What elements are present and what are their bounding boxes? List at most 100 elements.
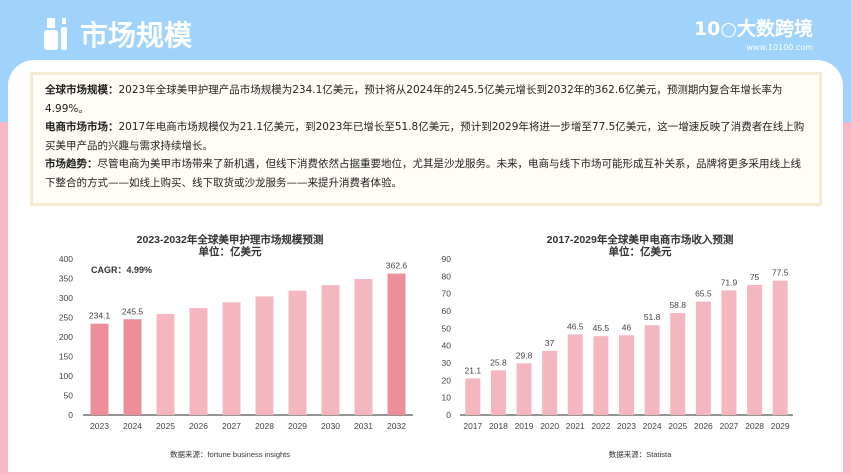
y-tick-label: 0 xyxy=(446,410,451,420)
y-tick-label: 50 xyxy=(442,323,452,333)
x-tick-label: 2017 xyxy=(463,421,482,431)
y-tick-label: 0 xyxy=(68,410,73,420)
y-tick-label: 150 xyxy=(59,352,73,362)
y-tick-label: 400 xyxy=(59,254,73,264)
data-label: 71.9 xyxy=(721,277,738,287)
x-tick-label: 2028 xyxy=(255,421,274,431)
bar-2025 xyxy=(156,313,175,415)
cagr-annotation: CAGR：4.99% xyxy=(91,265,152,275)
x-tick-label: 2024 xyxy=(643,421,662,431)
data-label: 245.5 xyxy=(122,306,144,316)
logo-brand: 大数跨境 xyxy=(736,18,813,40)
data-label: 51.8 xyxy=(644,312,661,322)
data-label: 58.8 xyxy=(669,300,686,310)
x-tick-label: 2032 xyxy=(387,421,406,431)
y-tick-label: 60 xyxy=(442,306,452,316)
page-title: 市场规模 xyxy=(44,14,192,54)
bar-2028 xyxy=(747,285,763,415)
y-tick-label: 30 xyxy=(442,358,452,368)
data-label: 46.5 xyxy=(567,321,584,331)
brand-logo: 10○大数跨境 www.10100.com xyxy=(693,18,813,52)
bar-2031 xyxy=(354,279,373,415)
logo-url: www.10100.com xyxy=(746,43,813,52)
x-tick-label: 2023 xyxy=(90,421,109,431)
y-tick-label: 20 xyxy=(442,375,452,385)
y-tick-label: 90 xyxy=(442,254,452,264)
summary-box: 全球市场规模：2023年全球美甲护理产品市场规模为234.1亿美元，预计将从20… xyxy=(30,72,822,206)
y-tick-label: 80 xyxy=(442,271,452,281)
bar-2018 xyxy=(490,370,506,415)
bar-2026 xyxy=(189,308,208,415)
summary-trend: 市场趋势：尽管电商为美甲市场带来了新机遇，但线下消费依然占据重要地位，尤其是沙龙… xyxy=(45,158,801,189)
x-tick-label: 2018 xyxy=(489,421,508,431)
x-tick-label: 2026 xyxy=(189,421,208,431)
bar-2029 xyxy=(772,280,788,415)
data-label: 46 xyxy=(622,322,632,332)
x-tick-label: 2025 xyxy=(156,421,175,431)
logo-mark: 10 xyxy=(693,18,721,40)
y-tick-label: 300 xyxy=(59,293,73,303)
bar-2024 xyxy=(644,325,660,415)
page-title-text: 市场规模 xyxy=(80,19,193,52)
data-label: 25.8 xyxy=(490,357,507,367)
y-tick-label: 350 xyxy=(59,274,73,284)
y-tick-label: 200 xyxy=(59,332,73,342)
bar-2032 xyxy=(387,273,406,415)
data-label: 65.5 xyxy=(695,288,712,298)
x-tick-label: 2024 xyxy=(123,421,142,431)
y-tick-label: 70 xyxy=(442,289,452,299)
x-tick-label: 2023 xyxy=(617,421,636,431)
chart-subtitle: 单位：亿美元 xyxy=(199,245,262,258)
data-label: 45.5 xyxy=(593,323,610,333)
data-label: 362.6 xyxy=(386,261,408,271)
x-tick-label: 2025 xyxy=(668,421,687,431)
data-label: 37 xyxy=(545,338,555,348)
summary-global: 全球市场规模：2023年全球美甲护理产品市场规模为234.1亿美元，预计将从20… xyxy=(45,84,783,115)
bar-2025 xyxy=(670,313,686,415)
data-label: 77.5 xyxy=(772,268,789,278)
data-label: 234.1 xyxy=(89,311,111,321)
x-tick-label: 2019 xyxy=(515,421,534,431)
y-tick-label: 250 xyxy=(59,313,73,323)
bar-2024 xyxy=(123,319,142,415)
data-label: 29.8 xyxy=(516,350,533,360)
x-tick-label: 2029 xyxy=(771,421,790,431)
x-tick-label: 2020 xyxy=(540,421,559,431)
bar-2029 xyxy=(288,290,307,415)
x-tick-label: 2028 xyxy=(745,421,764,431)
bar-2023 xyxy=(90,323,109,415)
chart-title: 2023-2032年全球美甲护理市场规模预测 xyxy=(137,233,324,246)
bar-2028 xyxy=(255,296,274,415)
x-tick-label: 2021 xyxy=(566,421,585,431)
bar-2022 xyxy=(593,336,609,415)
bar-2027 xyxy=(222,302,241,415)
y-tick-label: 100 xyxy=(59,371,73,381)
chart-title: 2017-2029年全球美甲电商市场收入预测 xyxy=(547,233,734,246)
y-tick-label: 10 xyxy=(442,393,452,403)
bar-2027 xyxy=(721,290,737,415)
y-tick-label: 50 xyxy=(64,391,74,401)
x-tick-label: 2022 xyxy=(591,421,610,431)
x-tick-label: 2026 xyxy=(694,421,713,431)
bar-2019 xyxy=(516,363,532,415)
nail-polish-icon xyxy=(44,18,67,50)
data-source: 数据来源：fortune business insights xyxy=(170,449,290,459)
bar-2026 xyxy=(695,301,711,415)
data-label: 21.1 xyxy=(465,365,482,375)
x-tick-label: 2027 xyxy=(222,421,241,431)
y-tick-label: 40 xyxy=(442,341,452,351)
x-tick-label: 2029 xyxy=(288,421,307,431)
x-tick-label: 2027 xyxy=(720,421,739,431)
data-label: 75 xyxy=(750,272,760,282)
data-source: 数据来源：Statista xyxy=(609,449,672,459)
summary-ecommerce: 电商市场市场：2017年电商市场规模仅为21.1亿美元，到2023年已增长至51… xyxy=(45,121,805,152)
chart-subtitle: 单位：亿美元 xyxy=(609,245,672,258)
x-tick-label: 2031 xyxy=(354,421,373,431)
bar-2023 xyxy=(619,335,634,415)
x-tick-label: 2030 xyxy=(321,421,340,431)
bar-2030 xyxy=(321,285,340,415)
bar-2021 xyxy=(567,334,583,415)
bar-2017 xyxy=(465,378,481,415)
